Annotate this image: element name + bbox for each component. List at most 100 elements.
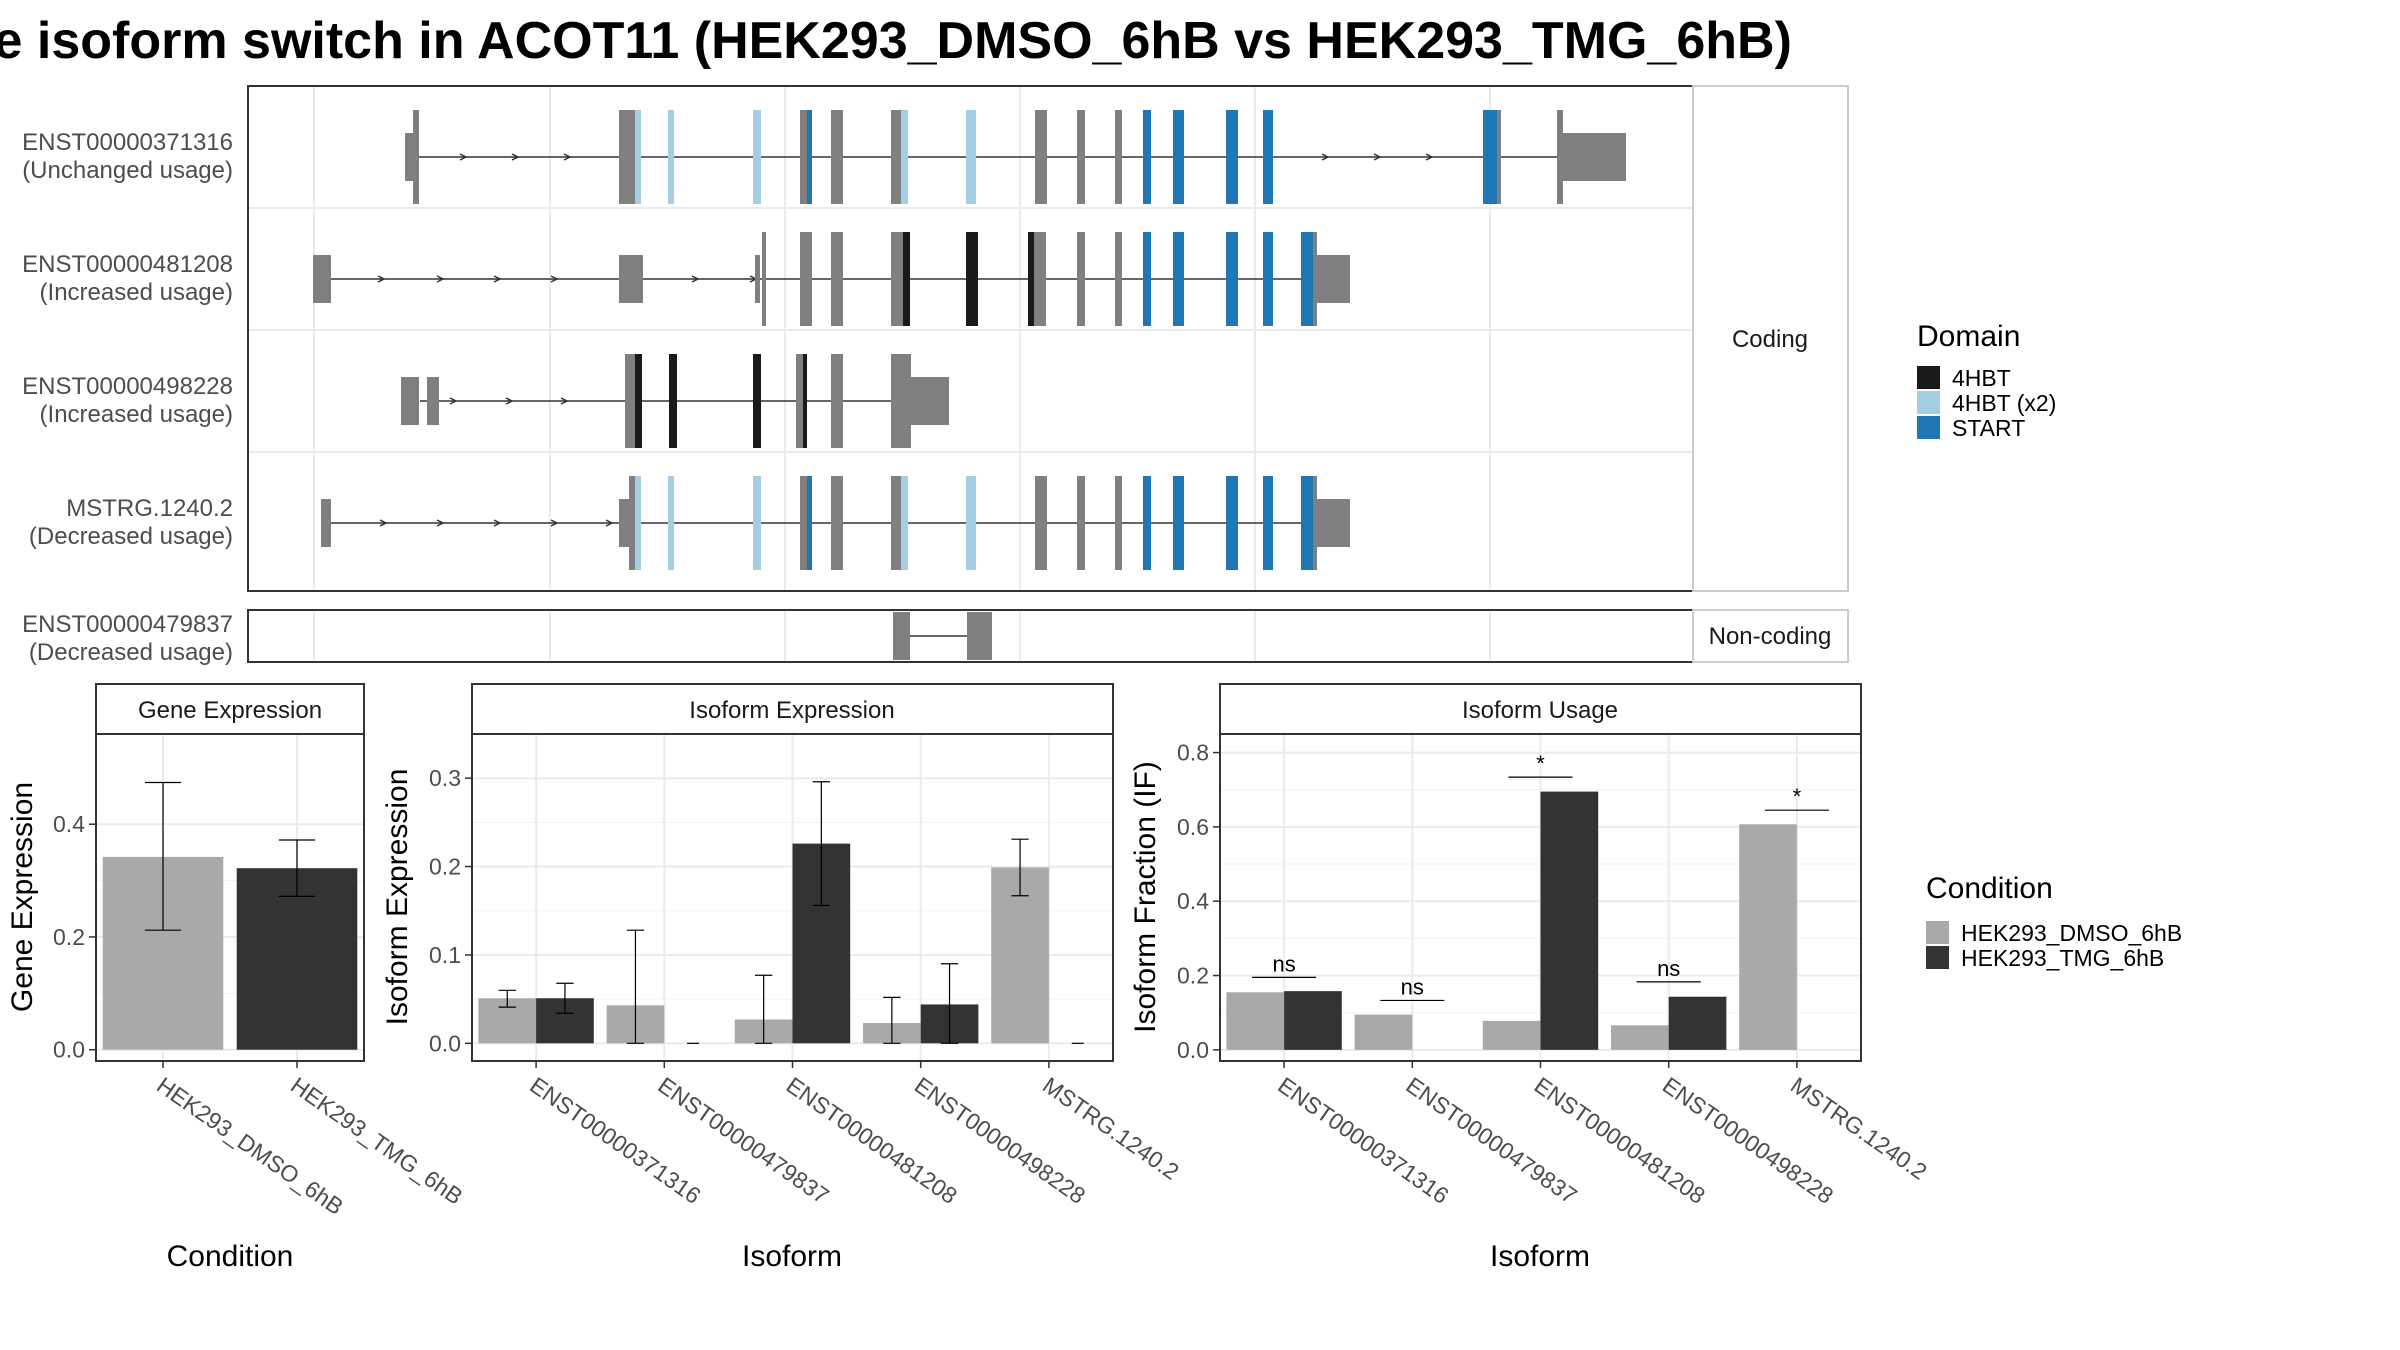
direction-arrow bbox=[459, 153, 468, 161]
domain-exon bbox=[1143, 232, 1151, 326]
exon bbox=[1077, 476, 1085, 570]
exon bbox=[1115, 232, 1122, 326]
domain-exon bbox=[966, 476, 976, 570]
gene-expression-x-title: Condition bbox=[167, 1240, 294, 1273]
domain-exon bbox=[1226, 110, 1238, 204]
domain-exon bbox=[1301, 476, 1313, 570]
coding-strip bbox=[1692, 85, 1849, 592]
domain-exon bbox=[635, 476, 641, 570]
transcript-track bbox=[313, 232, 1350, 326]
bar bbox=[1668, 996, 1727, 1050]
significance-label: * bbox=[1536, 751, 1545, 776]
domain-exon bbox=[1263, 110, 1273, 204]
domain-exon bbox=[753, 476, 761, 570]
exon bbox=[800, 476, 807, 570]
isoform-usage-strip-title: Isoform Usage bbox=[1462, 697, 1618, 724]
exon bbox=[1497, 110, 1501, 204]
isoform-usage-y-title: Isoform Fraction (IF) bbox=[1129, 761, 1162, 1033]
gene-expression-y-title: Gene Expression bbox=[6, 782, 39, 1012]
bar bbox=[1540, 791, 1599, 1050]
transcript-id-label: MSTRG.1240.2 bbox=[66, 495, 233, 522]
gene-expression-strip bbox=[95, 683, 365, 735]
domain-exon bbox=[1143, 476, 1151, 570]
exon bbox=[800, 110, 807, 204]
domain-exon bbox=[1143, 110, 1151, 204]
y-tick-label: 0.0 bbox=[429, 1030, 461, 1056]
isoform-expression-strip-title: Isoform Expression bbox=[689, 697, 894, 724]
domain-exon bbox=[1483, 110, 1497, 204]
domain-exon bbox=[668, 476, 674, 570]
y-tick-label: 0.2 bbox=[429, 854, 461, 880]
transcript-usage-label: (Increased usage) bbox=[40, 401, 233, 428]
domain-exon bbox=[1028, 232, 1034, 326]
noncoding-strip-label: Non-coding bbox=[1709, 623, 1832, 650]
legend-swatch-tmg bbox=[1926, 946, 1949, 969]
exon bbox=[619, 499, 629, 547]
exon bbox=[831, 110, 843, 204]
direction-arrow bbox=[493, 519, 502, 527]
condition-legend: Condition HEK293_DMSO_6hB HEK293_TMG_6hB bbox=[1926, 872, 2182, 971]
y-tick-label: 0.4 bbox=[1177, 888, 1209, 914]
domain-exon bbox=[903, 232, 910, 326]
exon bbox=[619, 255, 643, 303]
significance-label: ns bbox=[1401, 974, 1424, 999]
coding-strip-label: Coding bbox=[1732, 326, 1808, 353]
exon bbox=[313, 255, 331, 303]
legend-swatch-dmso bbox=[1926, 921, 1949, 944]
transcript-id-label: ENST00000479837 bbox=[22, 611, 233, 638]
direction-arrow bbox=[550, 519, 559, 527]
direction-arrow bbox=[493, 275, 502, 283]
y-tick-label: 0.2 bbox=[53, 924, 85, 950]
domain-exon bbox=[1226, 476, 1238, 570]
exon bbox=[619, 110, 635, 204]
domain-exon bbox=[1263, 232, 1273, 326]
exon bbox=[1115, 110, 1122, 204]
domain-exon bbox=[807, 476, 812, 570]
legend-swatch-4hbt bbox=[1917, 366, 1940, 389]
legend-label: HEK293_DMSO_6hB bbox=[1961, 920, 2182, 946]
domain-exon bbox=[668, 110, 674, 204]
exon bbox=[427, 377, 439, 425]
domain-exon bbox=[753, 110, 761, 204]
y-tick-label: 0.8 bbox=[1177, 740, 1209, 766]
direction-arrow bbox=[563, 153, 572, 161]
bar bbox=[236, 868, 358, 1050]
domain-legend: Domain 4HBT 4HBT (x2) START bbox=[1917, 320, 2056, 441]
transcript-track bbox=[405, 110, 1626, 204]
domain-exon bbox=[635, 354, 642, 448]
exon bbox=[831, 476, 843, 570]
direction-arrow bbox=[505, 397, 514, 405]
exon bbox=[1077, 232, 1085, 326]
legend-label: START bbox=[1952, 415, 2025, 441]
isoform-usage-x-title: Isoform bbox=[1490, 1240, 1590, 1273]
legend-label: 4HBT (x2) bbox=[1952, 390, 2056, 416]
bar bbox=[1739, 824, 1797, 1050]
exon bbox=[1317, 255, 1350, 303]
bar bbox=[991, 867, 1049, 1044]
gene-expression-panel bbox=[95, 733, 365, 1062]
direction-arrow bbox=[511, 153, 520, 161]
exon bbox=[321, 499, 331, 547]
exon bbox=[891, 110, 901, 204]
exon bbox=[401, 377, 419, 425]
direction-arrow bbox=[377, 275, 386, 283]
exon bbox=[831, 354, 843, 448]
exon bbox=[1557, 110, 1563, 204]
noncoding-panel-grid bbox=[313, 611, 1491, 661]
coding-panel-grid bbox=[249, 87, 1692, 590]
domain-exon bbox=[1173, 232, 1184, 326]
isoform-expression-y-title: Isoform Expression bbox=[381, 769, 414, 1026]
y-tick-label: 0.0 bbox=[53, 1037, 85, 1063]
domain-exon bbox=[1173, 476, 1184, 570]
exon bbox=[413, 110, 419, 204]
direction-arrow bbox=[691, 275, 700, 283]
exon bbox=[891, 354, 911, 448]
exon bbox=[1034, 232, 1046, 326]
domain-exon bbox=[803, 354, 807, 448]
transcript-id-label: ENST00000371316 bbox=[22, 129, 233, 156]
bar bbox=[1226, 992, 1285, 1050]
bar bbox=[1354, 1014, 1413, 1050]
direction-arrow bbox=[1373, 153, 1382, 161]
exon bbox=[755, 255, 760, 303]
